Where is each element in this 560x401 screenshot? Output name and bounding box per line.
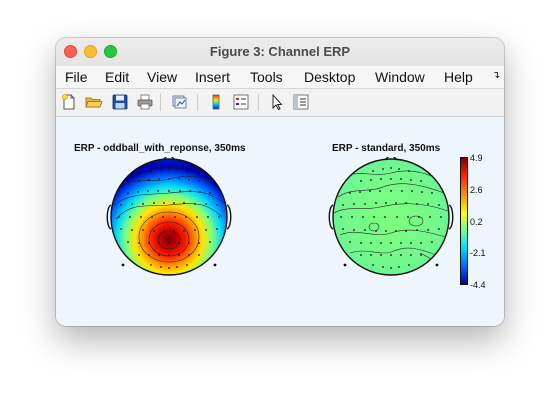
topomap-standard[interactable]	[328, 157, 454, 279]
property-inspector-icon[interactable]	[292, 93, 310, 111]
figure-canvas[interactable]: ERP - oddball_with_reponse, 350ms ERP - …	[56, 117, 504, 326]
toolbar-separator	[160, 94, 161, 111]
colorbar-tick-label: -4.4	[470, 280, 486, 290]
toolbar-separator	[258, 94, 259, 111]
menu-overflow-icon[interactable]: ↴	[492, 70, 501, 81]
menu-bar: File Edit View Insert Tools Desktop Wind…	[56, 66, 504, 89]
menu-window[interactable]: Window	[375, 69, 425, 85]
figure-window: Figure 3: Channel ERP File Edit View Ins…	[56, 38, 504, 326]
toolbar	[56, 89, 504, 117]
plot-title-standard: ERP - standard, 350ms	[332, 143, 441, 154]
menu-file[interactable]: File	[65, 69, 88, 85]
toolbar-separator	[197, 94, 198, 111]
menu-help[interactable]: Help	[444, 69, 473, 85]
save-icon[interactable]	[111, 93, 129, 111]
title-bar[interactable]: Figure 3: Channel ERP	[56, 38, 504, 66]
colorbar-tick-label: -2.1	[470, 248, 486, 258]
topomap-oddball[interactable]	[106, 157, 232, 279]
window-title: Figure 3: Channel ERP	[209, 44, 351, 59]
colorbar-icon[interactable]	[207, 93, 225, 111]
open-folder-icon[interactable]	[85, 93, 103, 111]
plot-title-oddball: ERP - oddball_with_reponse, 350ms	[74, 143, 246, 154]
colorbar-tick-label: 0.2	[470, 217, 483, 227]
colorbar[interactable]	[460, 157, 468, 285]
new-figure-icon[interactable]	[60, 93, 78, 111]
colorbar-tick-label: 4.9	[470, 153, 483, 163]
pointer-icon[interactable]	[268, 93, 286, 111]
link-plot-icon[interactable]	[171, 93, 189, 111]
menu-desktop[interactable]: Desktop	[304, 69, 356, 85]
menu-tools[interactable]: Tools	[250, 69, 283, 85]
close-window-button[interactable]	[64, 45, 77, 58]
maximize-window-button[interactable]	[104, 45, 117, 58]
menu-edit[interactable]: Edit	[105, 69, 130, 85]
minimize-window-button[interactable]	[84, 45, 97, 58]
legend-icon[interactable]	[232, 93, 250, 111]
print-icon[interactable]	[136, 93, 154, 111]
menu-view[interactable]: View	[147, 69, 178, 85]
colorbar-tick-label: 2.6	[470, 185, 483, 195]
menu-insert[interactable]: Insert	[195, 69, 231, 85]
